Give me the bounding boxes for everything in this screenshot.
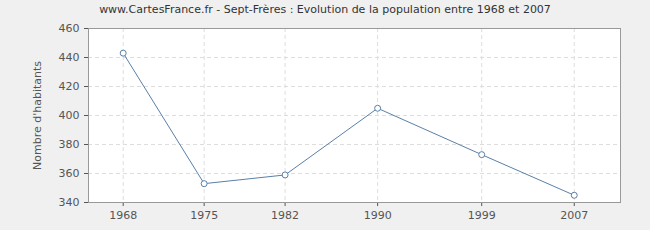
svg-text:440: 440 bbox=[59, 51, 80, 64]
svg-text:420: 420 bbox=[59, 80, 80, 93]
svg-text:1968: 1968 bbox=[109, 209, 137, 222]
svg-text:2007: 2007 bbox=[560, 209, 588, 222]
svg-text:400: 400 bbox=[59, 109, 80, 122]
svg-text:1975: 1975 bbox=[190, 209, 218, 222]
svg-text:340: 340 bbox=[59, 196, 80, 209]
svg-text:460: 460 bbox=[59, 22, 80, 35]
svg-text:1999: 1999 bbox=[468, 209, 496, 222]
html-text:www.CartesFrance.fr - Sept-Frè: www.CartesFrance.fr - Sept-Frères : Evol… bbox=[99, 3, 551, 16]
svg-text:360: 360 bbox=[59, 167, 80, 180]
svg-text:1990: 1990 bbox=[364, 209, 392, 222]
svg-text:380: 380 bbox=[59, 138, 80, 151]
svg-text:Nombre d'habitants: Nombre d'habitants bbox=[31, 61, 44, 170]
svg-text:1982: 1982 bbox=[271, 209, 299, 222]
